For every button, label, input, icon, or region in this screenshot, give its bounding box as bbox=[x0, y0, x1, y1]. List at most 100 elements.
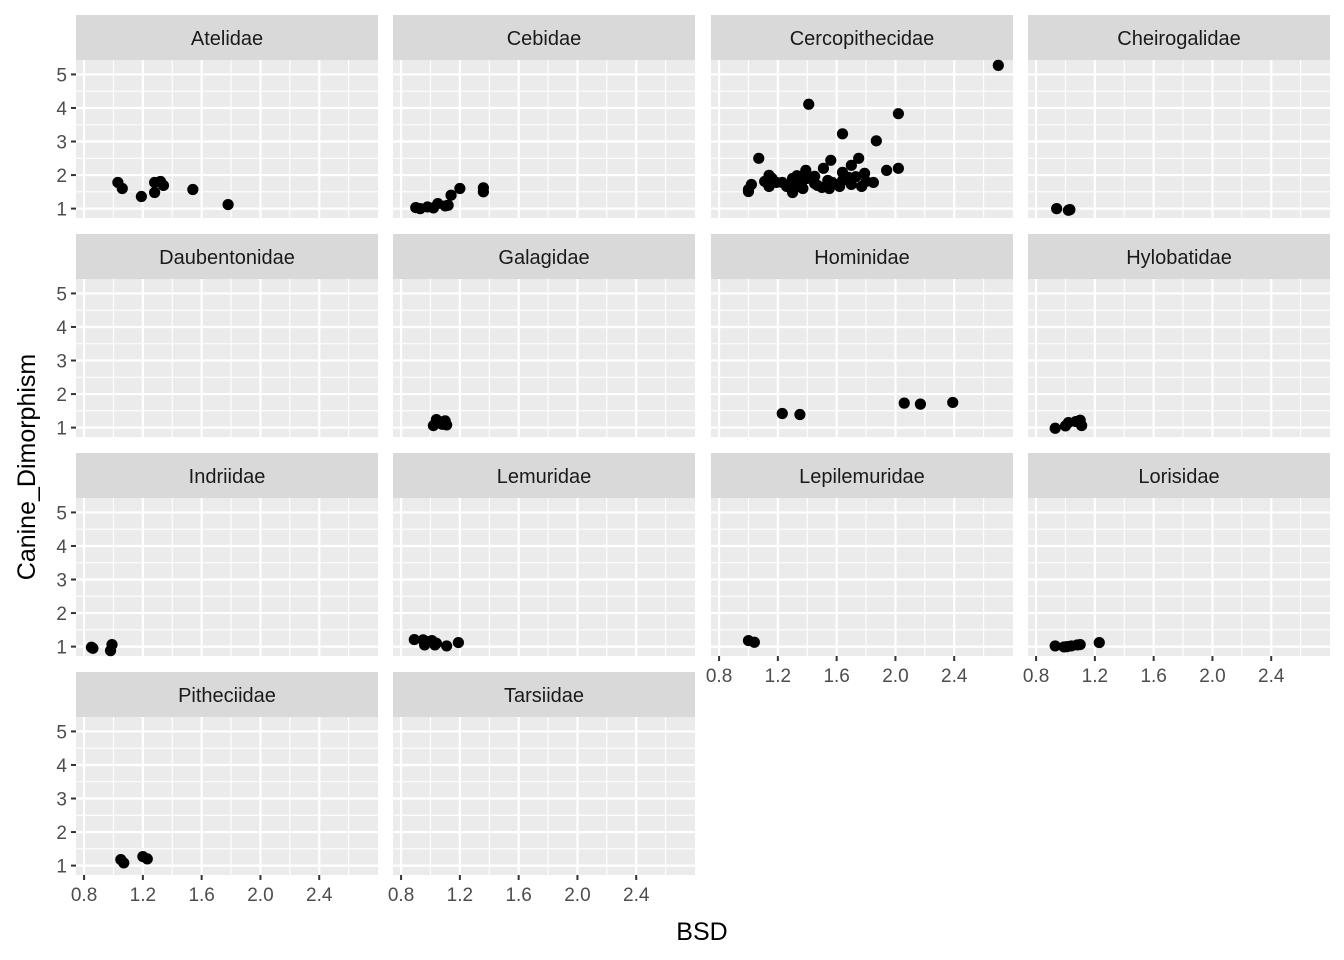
facet-lepilemuridae: Lepilemuridae 0.8 1.2 1.6 2.0 2.4 bbox=[706, 453, 1013, 687]
facet-hylobatidae: Hylobatidae bbox=[1028, 234, 1330, 437]
data-point bbox=[141, 853, 153, 865]
data-point bbox=[477, 186, 489, 198]
data-point bbox=[914, 398, 927, 410]
data-point bbox=[817, 162, 830, 174]
panel-background bbox=[393, 279, 695, 437]
data-point bbox=[441, 640, 453, 652]
data-point bbox=[748, 636, 760, 648]
data-point bbox=[781, 180, 793, 193]
data-point bbox=[1049, 640, 1061, 652]
data-point bbox=[794, 408, 806, 421]
panel-background bbox=[711, 498, 1013, 656]
x-axis-title: BSD bbox=[676, 918, 727, 946]
panel-background bbox=[711, 60, 1013, 218]
x-tick-label: 1.2 bbox=[765, 666, 791, 687]
y-tick-label: 1 bbox=[56, 857, 67, 878]
y-tick-label: 3 bbox=[56, 133, 67, 154]
data-point bbox=[845, 178, 857, 191]
y-tick-label: 5 bbox=[56, 722, 67, 743]
facet-lorisidae: Lorisidae 0.8 1.2 1.6 2.0 2.4 bbox=[1023, 453, 1330, 687]
facet-strip bbox=[76, 672, 378, 717]
data-point bbox=[766, 172, 778, 185]
data-point bbox=[408, 633, 420, 646]
y-tick-label: 2 bbox=[56, 166, 67, 187]
data-point bbox=[811, 179, 824, 192]
facet-panels: Atelidae 1 2 3 4 5 Cebidae Cercopithecidae Cheir… bbox=[56, 15, 1330, 906]
facet-strip-label: Cheirogalidae bbox=[1117, 28, 1240, 50]
data-point bbox=[836, 174, 849, 187]
data-point bbox=[823, 182, 835, 195]
facet-strip-label: Lemuridae bbox=[497, 466, 592, 488]
y-tick-label: 3 bbox=[56, 790, 67, 811]
x-tick-label: 1.6 bbox=[188, 885, 214, 906]
y-tick-label: 5 bbox=[56, 503, 67, 524]
y-tick-label: 2 bbox=[56, 604, 67, 625]
facet-strip bbox=[1028, 234, 1330, 279]
data-point bbox=[881, 164, 893, 176]
data-point bbox=[825, 154, 837, 166]
data-point bbox=[753, 152, 765, 164]
data-point bbox=[118, 857, 130, 869]
x-tick-label: 2.4 bbox=[306, 885, 333, 906]
facet-hominidae: Hominidae bbox=[711, 234, 1013, 437]
facet-strip bbox=[711, 453, 1013, 498]
facet-strip-label: Tarsiidae bbox=[504, 685, 584, 707]
facet-atelidae: Atelidae 1 2 3 4 5 bbox=[56, 15, 378, 221]
x-tick-label: 2.0 bbox=[247, 885, 273, 906]
x-tick-label: 1.2 bbox=[1082, 666, 1108, 687]
data-point bbox=[867, 176, 879, 189]
data-point bbox=[742, 185, 755, 198]
facet-strip-label: Cebidae bbox=[507, 28, 582, 50]
data-point bbox=[1049, 422, 1061, 434]
data-point bbox=[856, 180, 868, 193]
data-point bbox=[445, 189, 457, 201]
data-point bbox=[776, 407, 788, 420]
facet-strip bbox=[76, 234, 378, 279]
x-tick-label: 0.8 bbox=[1023, 666, 1049, 687]
facet-strip-label: Lorisidae bbox=[1138, 466, 1219, 488]
panel-background bbox=[76, 498, 378, 656]
data-point bbox=[1064, 204, 1076, 216]
facet-strip-label: Pitheciidae bbox=[178, 685, 276, 707]
panel-background bbox=[711, 279, 1013, 437]
data-point bbox=[187, 183, 199, 196]
data-point bbox=[892, 162, 904, 174]
panel-background bbox=[393, 717, 695, 875]
facet-strip-label: Cercopithecidae bbox=[790, 28, 935, 50]
facet-strip bbox=[393, 234, 695, 279]
x-tick-label: 2.0 bbox=[1199, 666, 1225, 687]
y-tick-label: 2 bbox=[56, 823, 67, 844]
y-tick-label: 1 bbox=[56, 638, 67, 659]
y-tick-label: 1 bbox=[56, 200, 67, 221]
facet-strip bbox=[711, 234, 1013, 279]
x-tick-label: 2.4 bbox=[623, 885, 650, 906]
facet-cheirogalidae: Cheirogalidae bbox=[1028, 15, 1330, 218]
facet-indriidae: Indriidae 1 2 3 4 5 bbox=[56, 453, 378, 659]
facet-strip bbox=[76, 453, 378, 498]
y-axis-title: Canine_Dimorphism bbox=[13, 354, 41, 580]
facet-strip-label: Hominidae bbox=[814, 247, 910, 269]
x-tick-label: 1.6 bbox=[1140, 666, 1166, 687]
panel-background bbox=[1028, 60, 1330, 218]
data-point bbox=[870, 135, 882, 147]
data-point bbox=[794, 180, 806, 193]
data-point bbox=[430, 637, 442, 649]
panel-background bbox=[76, 717, 378, 875]
x-tick-label: 0.8 bbox=[388, 885, 414, 906]
data-point bbox=[441, 419, 453, 431]
facet-strip-label: Galagidae bbox=[498, 247, 589, 269]
panel-background bbox=[1028, 498, 1330, 656]
facet-strip bbox=[393, 15, 695, 60]
facet-tarsiidae: Tarsiidae 0.8 1.2 1.6 2.0 2.4 bbox=[388, 672, 695, 906]
panel-background bbox=[393, 498, 695, 656]
data-point bbox=[845, 159, 857, 171]
facet-strip bbox=[1028, 15, 1330, 60]
data-point bbox=[149, 186, 161, 199]
data-point bbox=[106, 638, 118, 651]
facet-cercopithecidae: Cercopithecidae bbox=[711, 15, 1013, 218]
facet-strip-label: Lepilemuridae bbox=[799, 466, 925, 488]
facet-lemuridae: Lemuridae bbox=[393, 453, 695, 656]
y-tick-label: 5 bbox=[56, 284, 67, 305]
data-point bbox=[116, 182, 128, 195]
